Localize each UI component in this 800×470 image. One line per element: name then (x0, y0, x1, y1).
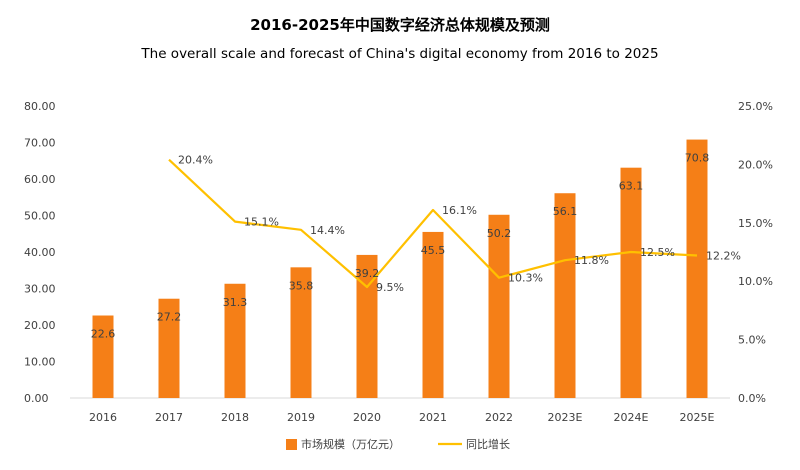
line-data-label: 15.1% (244, 216, 279, 229)
y-right-tick-label: 10.0% (738, 275, 773, 288)
line-data-label: 12.2% (706, 250, 741, 263)
bar-data-label: 27.2 (157, 311, 182, 324)
x-tick-label: 2025E (680, 411, 715, 424)
legend-bar-swatch (286, 439, 297, 450)
line-data-label: 12.5% (640, 246, 675, 259)
y-right-tick-label: 5.0% (738, 334, 766, 347)
bar (620, 167, 642, 398)
y-left-tick-label: 40.00 (24, 246, 56, 259)
y-left-tick-label: 60.00 (24, 173, 56, 186)
chart-title: 2016-2025年中国数字经济总体规模及预测 (250, 16, 550, 34)
bar (224, 283, 246, 398)
y-right-tick-label: 25.0% (738, 100, 773, 113)
y-left-tick-label: 30.00 (24, 283, 56, 296)
x-tick-label: 2023E (548, 411, 583, 424)
y-left-tick-label: 0.00 (24, 392, 49, 405)
bar-data-label: 45.5 (421, 244, 446, 257)
bar-data-label: 50.2 (487, 227, 512, 240)
y-left-tick-label: 70.00 (24, 137, 56, 150)
line-data-label: 9.5% (376, 281, 404, 294)
x-tick-label: 2024E (614, 411, 649, 424)
y-left-tick-label: 10.00 (24, 356, 56, 369)
legend-line-label: 同比增长 (466, 437, 510, 451)
line-data-label: 20.4% (178, 154, 213, 167)
y-left-tick-label: 50.00 (24, 210, 56, 223)
bar-data-label: 35.8 (289, 279, 314, 292)
x-tick-label: 2022 (485, 411, 513, 424)
y-right-tick-label: 0.0% (738, 392, 766, 405)
line-data-label: 16.1% (442, 204, 477, 217)
x-tick-label: 2017 (155, 411, 183, 424)
y-left-tick-label: 80.00 (24, 100, 56, 113)
line-data-label: 10.3% (508, 272, 543, 285)
bar-data-label: 56.1 (553, 205, 578, 218)
legend-bar-label: 市场规模（万亿元） (301, 437, 400, 451)
line-series (168, 158, 698, 289)
bar-series (92, 139, 708, 398)
y-left-tick-label: 20.00 (24, 319, 56, 332)
legend: 市场规模（万亿元） 同比增长 (286, 437, 510, 451)
bar (488, 214, 510, 398)
bar-data-label: 39.2 (355, 267, 380, 280)
x-tick-label: 2019 (287, 411, 315, 424)
bar-data-label: 22.6 (91, 328, 116, 341)
bar (686, 139, 708, 398)
x-tick-label: 2021 (419, 411, 447, 424)
axes: 0.00 10.00 20.00 30.00 40.00 50.00 60.00 70.00 8… (24, 100, 773, 424)
y-right-tick-label: 20.0% (738, 158, 773, 171)
bar-data-label: 31.3 (223, 296, 248, 309)
y-right-tick-label: 15.0% (738, 217, 773, 230)
data-labels: 22.6 27.2 31.3 35.8 39.2 45.5 50.2 56.1 63.1 70.8… (91, 152, 741, 341)
bar (554, 193, 576, 398)
chart-subtitle: The overall scale and forecast of China'… (140, 46, 658, 62)
line-data-label: 14.4% (310, 224, 345, 237)
bar-data-label: 70.8 (685, 152, 710, 165)
growth-line (168, 158, 698, 289)
bar (158, 298, 180, 398)
bar (92, 315, 114, 398)
x-tick-label: 2018 (221, 411, 249, 424)
bar (356, 254, 378, 398)
bar-data-label: 63.1 (619, 180, 644, 193)
bar (290, 267, 312, 398)
x-tick-label: 2020 (353, 411, 381, 424)
bar (422, 231, 444, 398)
x-tick-label: 2016 (89, 411, 117, 424)
line-data-label: 11.8% (574, 254, 609, 267)
